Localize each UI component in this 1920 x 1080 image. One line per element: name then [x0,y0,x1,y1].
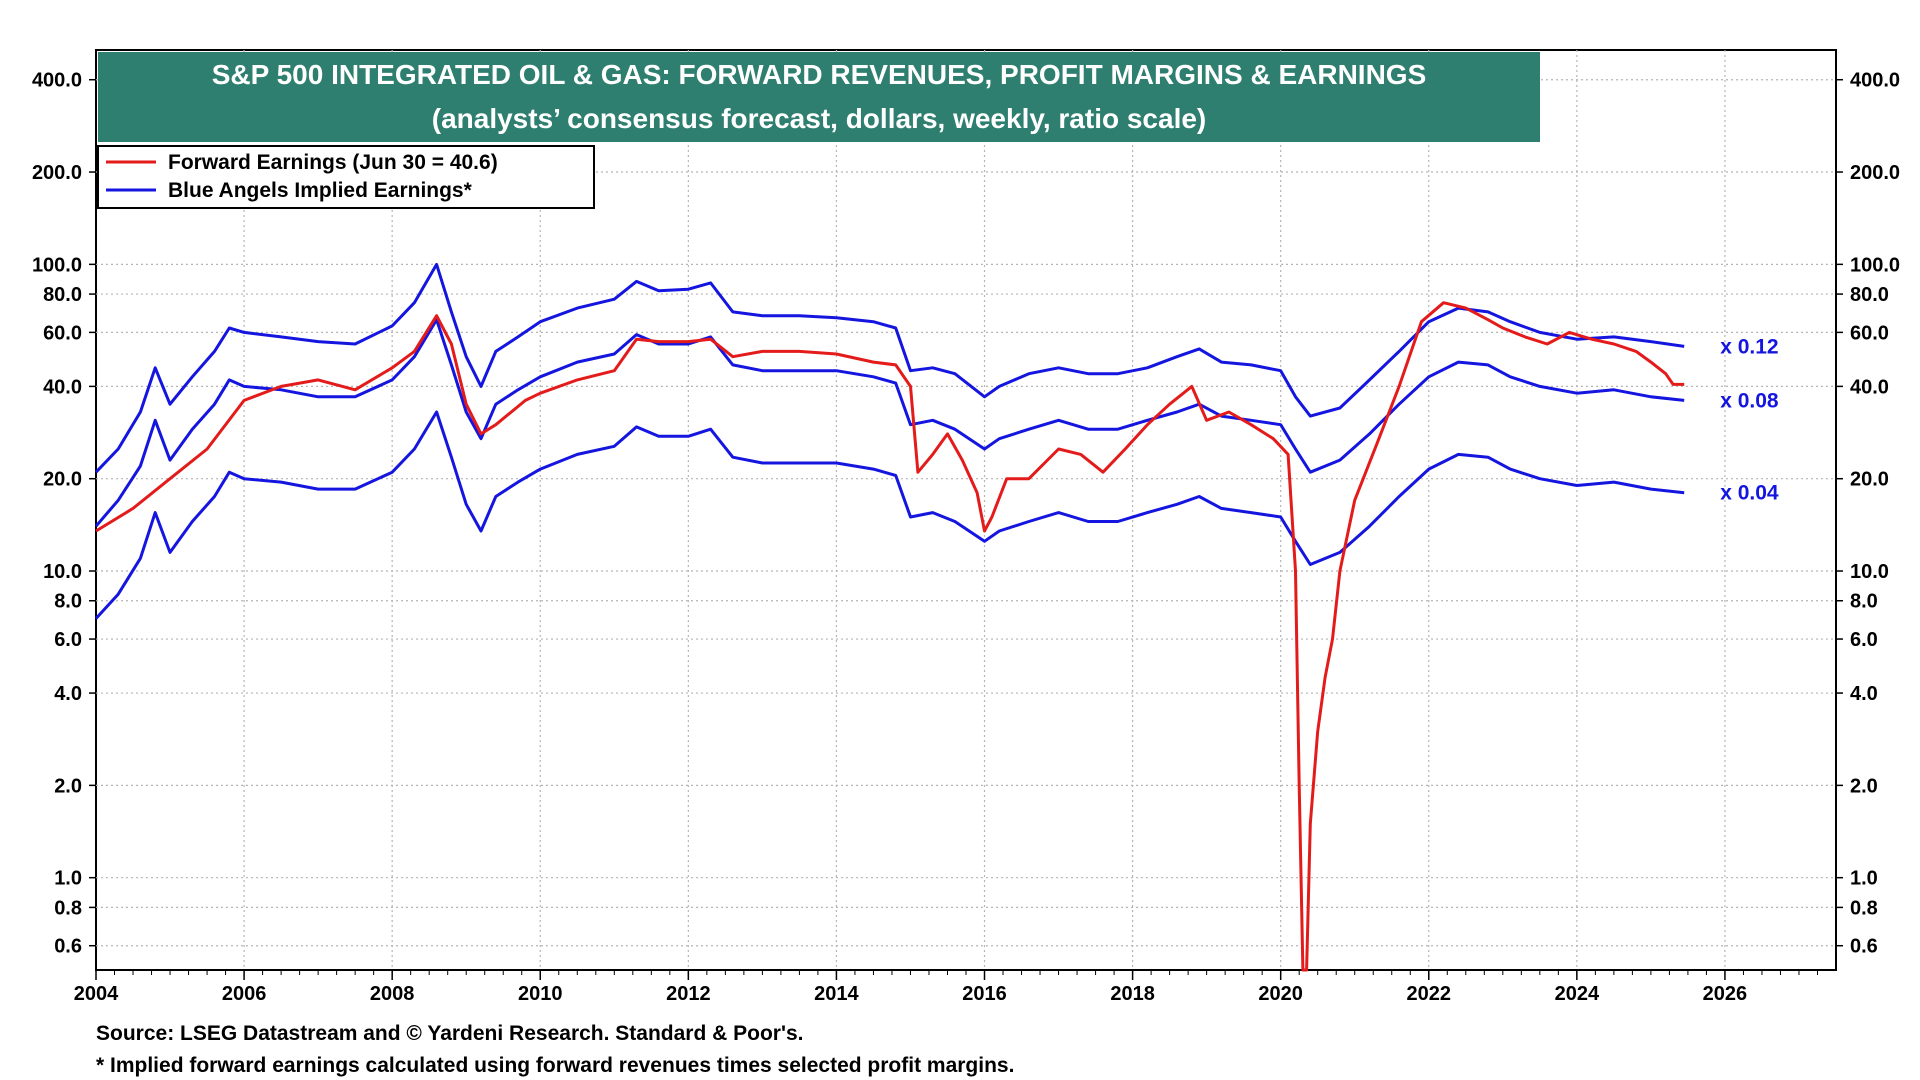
legend-label-implied-earnings: Blue Angels Implied Earnings* [168,179,473,202]
y-tick-label-right: 400.0 [1850,70,1900,92]
y-tick-label-left: 40.0 [43,376,82,398]
y-tick-label-left: 6.0 [54,629,82,651]
y-tick-label-left: 0.6 [54,936,82,958]
y-tick-label-right: 0.8 [1850,897,1878,919]
legend: Forward Earnings (Jun 30 = 40.6) Blue An… [97,145,595,209]
x-tick-label: 2020 [1258,983,1303,1005]
x-tick-label: 2024 [1555,983,1600,1005]
y-tick-label-right: 2.0 [1850,775,1878,797]
x-tick-label: 2026 [1703,983,1748,1005]
y-tick-label-left: 4.0 [54,683,82,705]
y-tick-label-right: 8.0 [1850,591,1878,613]
y-tick-label-left: 100.0 [32,254,82,276]
series-line-1 [94,262,1685,474]
y-tick-label-left: 400.0 [32,70,82,92]
x-tick-label: 2010 [518,983,563,1005]
annotation-1: x 0.12 [1720,335,1778,358]
y-tick-label-left: 2.0 [54,775,82,797]
series-line-2 [94,318,1685,528]
legend-label-forward-earnings: Forward Earnings (Jun 30 = 40.6) [168,151,498,174]
annotation-2: x 0.08 [1720,389,1779,412]
y-tick-label-right: 1.0 [1850,868,1878,890]
x-tick-label: 2022 [1407,983,1452,1005]
y-tick-label-right: 60.0 [1850,322,1889,344]
y-tick-label-left: 200.0 [32,162,82,184]
x-tick-label: 2018 [1110,983,1155,1005]
y-tick-label-right: 0.6 [1850,936,1878,958]
annotation-3: x 0.04 [1720,482,1779,505]
source-note: Source: LSEG Datastream and © Yardeni Re… [96,1022,803,1045]
chart-subtitle: (analysts’ consensus forecast, dollars, … [432,103,1207,134]
y-tick-label-left: 80.0 [43,284,82,306]
series-line-0 [95,301,1685,972]
y-tick-label-right: 100.0 [1850,254,1900,276]
series-line-3 [94,410,1685,620]
y-tick-label-left: 20.0 [43,469,82,491]
title-box [98,52,1540,142]
y-tick-label-right: 4.0 [1850,683,1878,705]
series-annotations: x 0.12 x 0.08 x 0.04 [1720,335,1779,504]
chart-title: S&P 500 INTEGRATED OIL & GAS: FORWARD RE… [212,59,1427,90]
x-tick-label: 2004 [74,983,119,1005]
x-tick-label: 2014 [814,983,859,1005]
y-tick-label-right: 6.0 [1850,629,1878,651]
x-axis: 2004 2006 2008 2010 2012 2014 2016 2018 2020 2022… [74,970,1818,1005]
y-tick-label-left: 0.8 [54,897,82,919]
y-axis-right: 400.0 200.0 100.0 80.0 60.0 40.0 20.0 10.0 8.0 6.… [1836,70,1900,958]
x-tick-label: 2008 [370,983,415,1005]
y-tick-label-left: 60.0 [43,322,82,344]
y-tick-label-right: 20.0 [1850,469,1889,491]
x-tick-label: 2016 [962,983,1007,1005]
y-tick-label-left: 1.0 [54,868,82,890]
series-group [94,262,1685,972]
y-tick-label-right: 40.0 [1850,376,1889,398]
y-axis-left: 400.0 200.0 100.0 80.0 60.0 40.0 20.0 10.0 8.0 6.… [32,70,96,958]
y-tick-label-right: 200.0 [1850,162,1900,184]
footnote: * Implied forward earnings calculated us… [96,1054,1014,1077]
legend-box [97,145,595,209]
y-tick-label-left: 10.0 [43,561,82,583]
y-tick-label-right: 10.0 [1850,561,1889,583]
y-tick-label-right: 80.0 [1850,284,1889,306]
x-tick-label: 2012 [666,983,711,1005]
x-tick-label: 2006 [222,983,267,1005]
y-tick-label-left: 8.0 [54,591,82,613]
